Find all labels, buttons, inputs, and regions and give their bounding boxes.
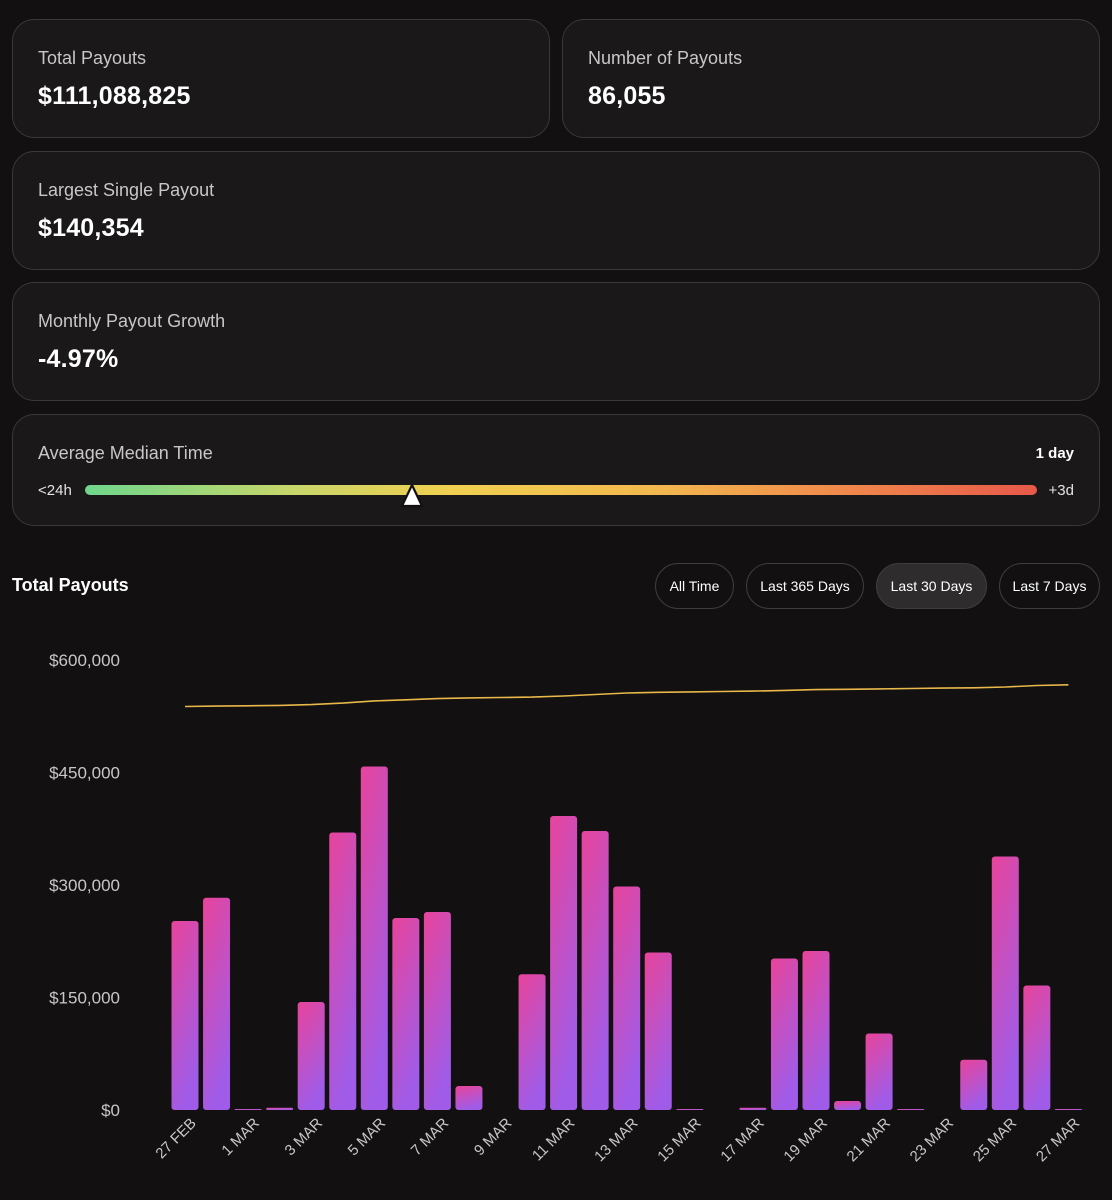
y-tick-label: $300,000 [49,876,120,895]
median-scale-min-label: <24h [38,482,72,499]
median-time-card: Average Median Time 1 day <24h +3d [12,414,1100,526]
bar [423,912,451,1110]
bar [1023,985,1051,1110]
y-axis: $0 $150,000 $300,000 $450,000 $600,000 [49,651,120,1120]
x-tick-label: 27 MAR [1033,1115,1083,1165]
x-axis: 27 FEB 1 MAR 3 MAR 5 MAR 7 MAR 9 MAR 11 MAR 13 … [152,1115,1083,1165]
y-tick-label: $600,000 [49,651,120,670]
x-tick-label: 5 MAR [345,1115,390,1160]
range-all-time-button[interactable]: All Time [655,563,734,609]
x-tick-label: 15 MAR [654,1115,704,1165]
largest-payout-label: Largest Single Payout [38,180,215,200]
x-tick-label: 27 FEB [152,1115,199,1162]
bar [960,1059,988,1110]
bar [581,831,609,1110]
bar [297,1002,325,1110]
bar [234,1109,262,1110]
median-scale-max-label: +3d [1048,482,1074,499]
bar [455,1086,483,1110]
x-tick-label: 23 MAR [907,1115,957,1165]
median-time-label: Average Median Time [38,443,213,463]
range-last-7-days-button[interactable]: Last 7 Days [999,563,1100,609]
monthly-growth-label: Monthly Payout Growth [38,311,226,331]
bar [613,886,641,1110]
range-last-365-days-button[interactable]: Last 365 Days [746,563,864,609]
bar [266,1107,294,1110]
bar [991,856,1019,1110]
bar [897,1109,925,1110]
bar [834,1101,862,1110]
bar [676,1109,704,1110]
x-tick-label: 17 MAR [717,1115,767,1165]
x-tick-label: 11 MAR [529,1115,579,1165]
x-tick-label: 21 MAR [844,1115,894,1165]
bar [360,766,388,1110]
monthly-growth-value: -4.97% [38,345,119,373]
bar [1054,1109,1082,1110]
number-of-payouts-card: Number of Payouts 86,055 [562,19,1100,138]
x-tick-label: 7 MAR [408,1115,453,1160]
largest-payout-value: $140,354 [38,214,144,242]
bar [550,816,578,1110]
bar [171,921,199,1110]
total-payouts-label: Total Payouts [38,48,147,68]
y-tick-label: $0 [101,1101,120,1120]
payouts-chart-title: Total Payouts [12,575,129,595]
bar [802,951,830,1110]
median-time-gradient-bar [85,485,1037,495]
bar [392,918,420,1110]
x-tick-label: 1 MAR [218,1115,263,1160]
x-tick-label: 19 MAR [780,1115,830,1165]
median-time-value: 1 day [1035,445,1074,462]
payouts-bar-chart: $0 $150,000 $300,000 $450,000 $600,000 27 FE… [49,651,1083,1165]
total-payouts-card: Total Payouts $111,088,825 [12,19,550,138]
y-tick-label: $150,000 [49,989,120,1008]
x-tick-label: 25 MAR [970,1115,1020,1165]
bar [518,974,546,1110]
y-tick-label: $450,000 [49,764,120,783]
number-of-payouts-label: Number of Payouts [588,48,743,68]
trend-line [184,684,1069,708]
number-of-payouts-value: 86,055 [588,82,666,110]
bar [770,958,798,1110]
x-tick-label: 9 MAR [471,1115,516,1160]
bar-series [171,766,1082,1110]
bar [203,897,231,1110]
largest-payout-card: Largest Single Payout $140,354 [12,151,1100,270]
total-payouts-value: $111,088,825 [38,82,191,110]
monthly-growth-card: Monthly Payout Growth -4.97% [12,282,1100,401]
x-tick-label: 13 MAR [591,1115,641,1165]
bar [739,1107,767,1110]
range-last-30-days-button[interactable]: Last 30 Days [876,563,987,609]
x-tick-label: 3 MAR [282,1115,327,1160]
bar [329,832,357,1110]
bar [865,1033,893,1110]
median-time-marker-icon [400,483,423,508]
trend-series [184,684,1069,708]
bar [644,952,672,1110]
